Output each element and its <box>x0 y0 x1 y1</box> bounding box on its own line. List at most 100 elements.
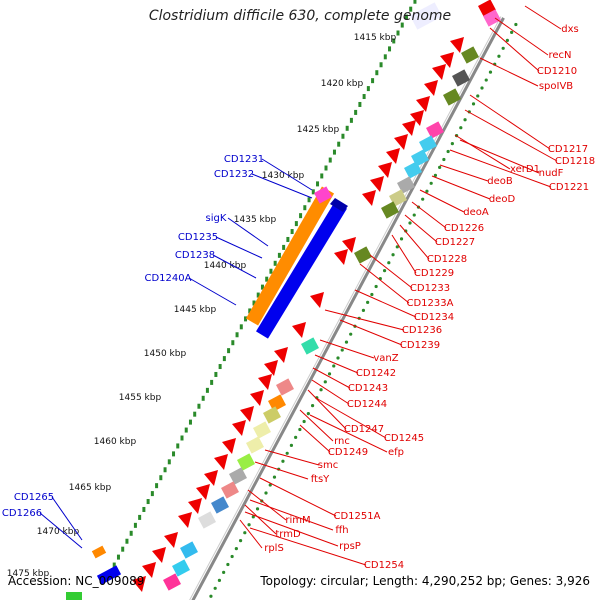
tick-dash <box>125 538 129 544</box>
gene-block <box>268 394 286 412</box>
gene-label: smc <box>318 460 338 471</box>
tick-dot <box>395 245 399 249</box>
tick-dash <box>163 467 167 473</box>
tick-dot <box>230 554 234 559</box>
map-title: Clostridium difficile 630, complete geno… <box>148 8 452 24</box>
gene-block <box>461 46 479 64</box>
gene-block <box>172 559 190 577</box>
tick-dash <box>320 173 324 179</box>
gene-label: deoD <box>489 194 516 205</box>
tick-dot <box>514 22 518 27</box>
label-leader <box>404 214 438 243</box>
tick-dot <box>234 546 238 551</box>
tick-dash <box>150 491 154 497</box>
gene-block <box>426 121 444 139</box>
tick-dash <box>375 70 379 76</box>
tick-dot <box>281 459 285 463</box>
tick-dot <box>421 197 425 201</box>
gene-label: CD1227 <box>435 237 475 248</box>
tick-dash <box>316 181 320 187</box>
gene-arrow <box>424 80 438 96</box>
gene-label: CD1243 <box>348 383 388 394</box>
kbp-tick-label: 1455 kbp <box>119 393 162 403</box>
tick-dash <box>358 101 362 107</box>
tick-dash <box>172 451 176 457</box>
accession-text: Accession: NC_009089 <box>8 574 145 588</box>
inner-tick-dots <box>108 0 417 576</box>
gene-arrow <box>264 360 278 376</box>
gene-label: deoB <box>487 176 513 187</box>
gene-block <box>452 69 470 87</box>
tick-dash <box>349 117 353 123</box>
gene-arrow <box>178 512 192 528</box>
gene-arrow <box>416 96 430 112</box>
tick-dot <box>255 507 260 511</box>
tick-dash <box>413 0 417 4</box>
gene-arrow <box>132 576 146 592</box>
gene-label: xerD1 <box>510 164 540 175</box>
gene-label: dxs <box>561 24 578 35</box>
gene-label: CD1254 <box>364 560 404 571</box>
tick-dash <box>383 54 387 60</box>
tick-dot <box>501 46 505 50</box>
label-leader <box>419 189 465 213</box>
tick-dot <box>323 380 327 384</box>
gene-label: CD1234 <box>414 312 454 323</box>
kbp-tick-label: 1415 kbp <box>354 33 397 43</box>
tick-dash <box>167 459 171 465</box>
gene-block <box>409 2 443 30</box>
tick-dash <box>324 165 328 171</box>
tick-dash <box>311 189 315 195</box>
gene-arrow <box>222 438 236 454</box>
label-leader <box>439 164 489 182</box>
gene-block <box>237 453 255 471</box>
label-leader <box>188 277 237 306</box>
tick-dash <box>294 221 298 227</box>
tick-dash <box>218 364 222 370</box>
gene-arrow <box>250 390 264 406</box>
tick-dash <box>286 236 290 242</box>
gene-label: CD1251A <box>334 511 381 522</box>
gene-block <box>301 337 319 355</box>
tick-dot <box>251 515 255 519</box>
label-leader <box>299 409 334 442</box>
tick-dash <box>379 62 383 68</box>
label-leader <box>369 254 413 289</box>
tick-dot <box>264 491 268 495</box>
gene-label: CD1266 <box>2 508 42 519</box>
gene-arrow <box>258 374 272 390</box>
gene-label: vanZ <box>373 353 398 364</box>
tick-dash <box>112 562 116 568</box>
label-leader <box>261 158 313 191</box>
gene-label: CD1226 <box>444 223 484 234</box>
kbp-tick-label: 1435 kbp <box>234 215 277 225</box>
blue-feature-bar <box>256 201 347 339</box>
tick-dash <box>227 348 231 354</box>
label-leader <box>324 309 405 331</box>
label-leader <box>249 499 334 531</box>
tick-dash <box>193 411 197 417</box>
tick-dot <box>471 102 476 106</box>
gene-arrow <box>164 532 178 548</box>
gene-label: ffh <box>335 525 348 536</box>
tick-dot <box>459 126 463 130</box>
tick-dot <box>446 149 450 154</box>
gene-block <box>397 176 415 194</box>
tick-dash <box>273 260 277 266</box>
tick-dash <box>244 316 248 322</box>
label-leader <box>244 511 339 547</box>
backbone-line <box>191 17 505 600</box>
label-leader <box>479 57 539 87</box>
label-leader <box>315 397 387 439</box>
tick-dot <box>272 475 277 479</box>
label-leader <box>469 94 551 150</box>
tick-dot <box>302 419 306 424</box>
tick-dash <box>265 276 269 282</box>
tick-dot <box>399 237 404 241</box>
gene-block <box>66 592 82 600</box>
tick-dot <box>294 435 298 440</box>
tick-dot <box>238 539 243 543</box>
tick-dash <box>239 324 243 330</box>
tick-dash <box>256 292 260 298</box>
tick-dot <box>222 570 226 575</box>
